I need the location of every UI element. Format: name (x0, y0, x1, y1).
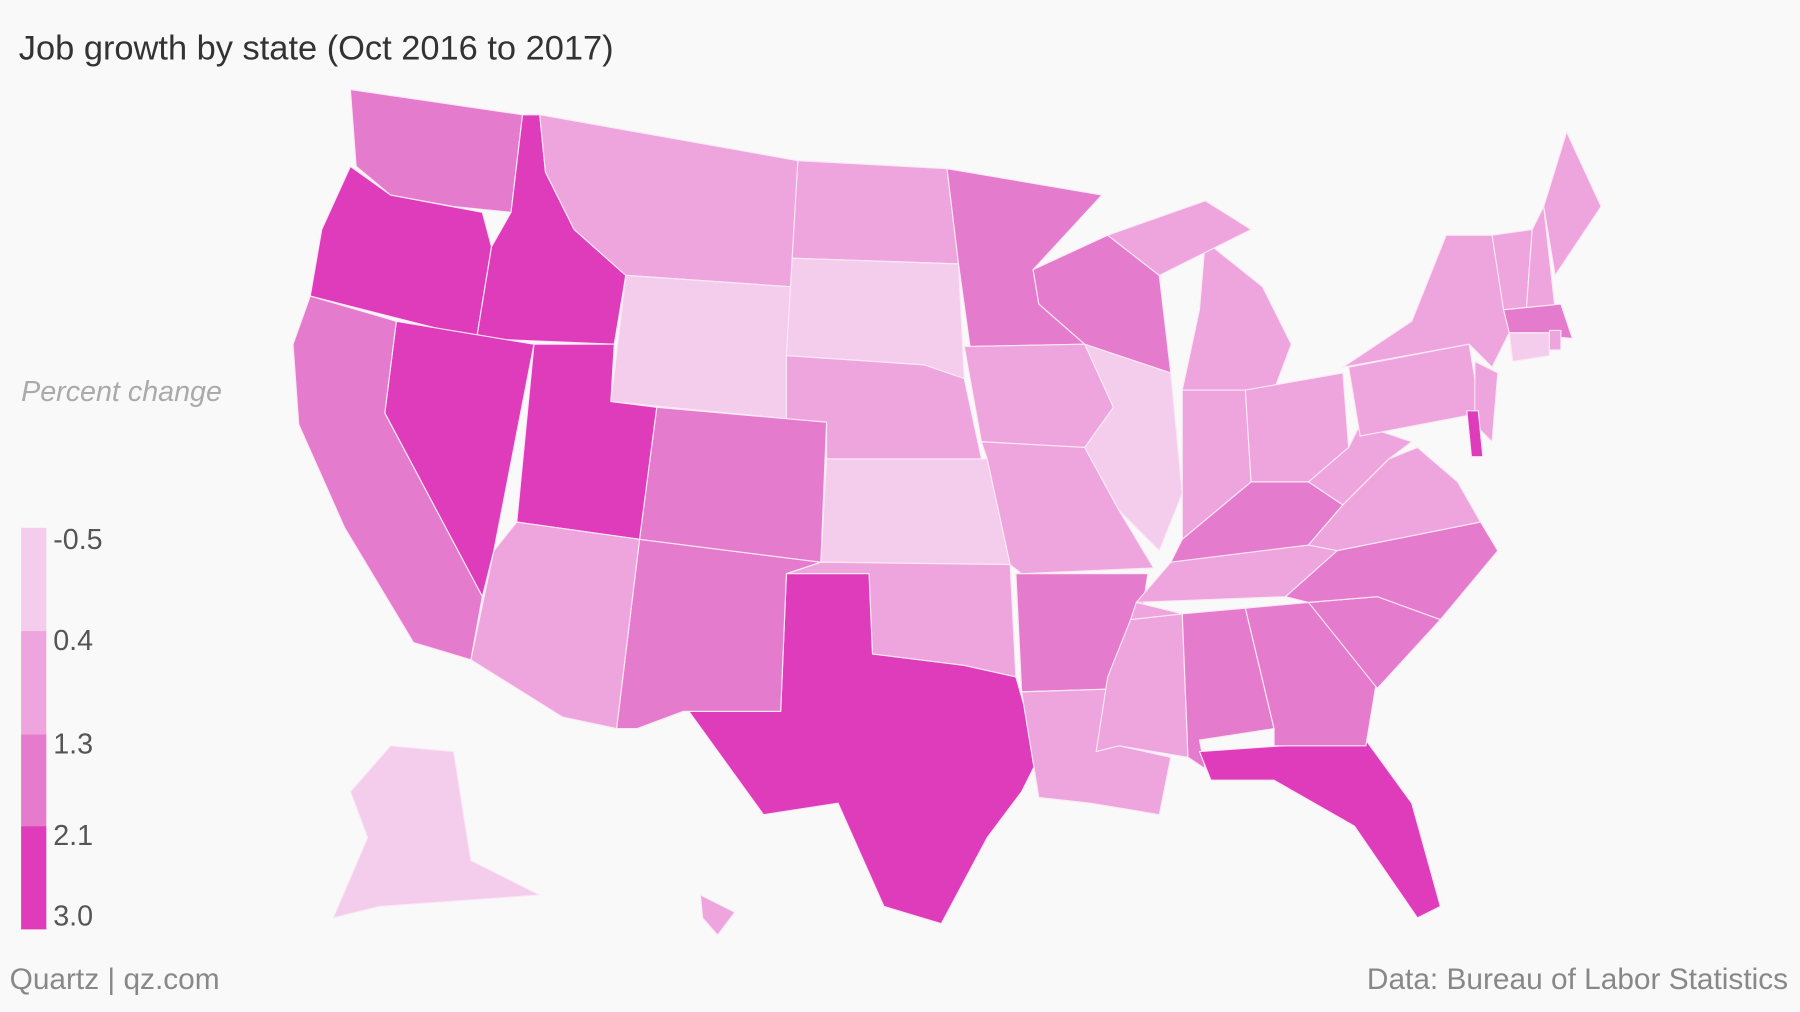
state (1543, 131, 1602, 276)
legend-tick-label: 3.0 (53, 900, 93, 932)
state (1548, 329, 1562, 351)
state (688, 573, 1040, 925)
state (1130, 601, 1183, 621)
legend-swatch (21, 826, 47, 930)
legend-tick-label: 1.3 (53, 728, 93, 760)
legend-tick-label: -0.5 (53, 524, 102, 556)
legend-swatch (21, 527, 47, 632)
state (1107, 200, 1252, 276)
state (610, 274, 793, 420)
state (1474, 360, 1499, 443)
state (638, 406, 828, 563)
legend-swatch (21, 734, 47, 827)
state (1466, 410, 1484, 458)
state (820, 458, 1011, 566)
legend-tick-label: 2.1 (53, 820, 93, 852)
legend-swatch (21, 631, 47, 735)
legend-title: Percent change (21, 376, 222, 408)
state (1284, 521, 1499, 621)
source: Data: Bureau of Labor Statistics (1367, 963, 1788, 996)
state (1508, 332, 1550, 363)
state (1084, 343, 1183, 552)
state (699, 894, 736, 936)
state (1198, 739, 1441, 919)
state (963, 343, 1114, 449)
credit: Quartz | qz.com (10, 963, 220, 996)
legend: -0.5 0.4 1.3 2.1 3.0 (21, 524, 103, 932)
state (332, 745, 541, 919)
state (616, 538, 822, 730)
legend-tick-label: 0.4 (53, 625, 93, 657)
state (1307, 423, 1413, 506)
state (292, 295, 483, 661)
state (791, 160, 960, 265)
chart-title: Job growth by state (Oct 2016 to 2017) (19, 30, 614, 68)
states (292, 88, 1602, 936)
